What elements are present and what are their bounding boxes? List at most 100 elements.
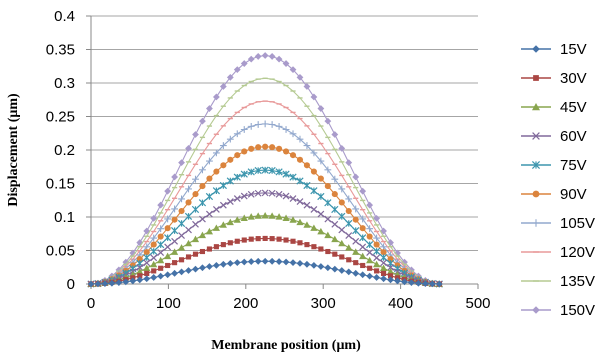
data-point xyxy=(212,205,220,213)
data-point xyxy=(380,259,387,267)
legend-label: 135V xyxy=(560,273,595,290)
data-point xyxy=(532,103,540,111)
data-point xyxy=(387,273,394,279)
data-point xyxy=(212,224,220,231)
data-point xyxy=(276,145,283,152)
data-point xyxy=(289,173,297,181)
data-point xyxy=(199,215,206,223)
data-point xyxy=(240,214,248,221)
data-point xyxy=(185,254,192,260)
data-point xyxy=(255,236,261,242)
data-point xyxy=(373,241,380,248)
data-point xyxy=(143,264,151,272)
data-point xyxy=(359,215,367,223)
series-group xyxy=(87,52,443,288)
data-point xyxy=(191,235,200,243)
data-point xyxy=(345,207,352,215)
data-point xyxy=(185,144,192,152)
data-point xyxy=(136,264,144,271)
data-point xyxy=(198,199,207,207)
data-point xyxy=(143,259,151,267)
series-135V xyxy=(88,77,442,285)
data-point xyxy=(248,236,254,242)
data-point xyxy=(532,219,540,227)
data-point xyxy=(226,218,234,226)
data-point xyxy=(227,156,234,163)
data-point xyxy=(261,166,269,174)
data-point xyxy=(532,45,540,53)
data-point xyxy=(531,160,541,170)
data-point xyxy=(219,201,227,209)
data-point xyxy=(157,256,165,264)
legend-item: 120V xyxy=(521,244,595,261)
data-point xyxy=(394,277,401,285)
data-point xyxy=(331,175,339,183)
data-point xyxy=(310,149,318,157)
data-point xyxy=(219,181,227,190)
data-point xyxy=(303,201,311,209)
data-point xyxy=(234,152,241,159)
data-point xyxy=(261,52,269,59)
data-point xyxy=(206,105,213,112)
data-point xyxy=(144,270,150,276)
data-point xyxy=(268,166,276,175)
data-point xyxy=(380,275,387,283)
data-point xyxy=(324,166,332,174)
data-point xyxy=(338,212,346,221)
data-point xyxy=(185,185,192,193)
data-point xyxy=(247,168,255,176)
y-tick-label: 0.1 xyxy=(54,209,75,226)
data-point xyxy=(150,274,158,281)
data-point xyxy=(192,175,199,183)
data-point xyxy=(226,135,234,143)
data-point xyxy=(352,237,360,245)
data-point xyxy=(345,244,353,251)
axes xyxy=(86,15,479,289)
data-point xyxy=(192,251,199,257)
data-point xyxy=(115,279,123,286)
data-point xyxy=(359,234,367,242)
y-tick-label: 0.05 xyxy=(46,243,75,260)
data-point xyxy=(282,258,290,266)
data-point xyxy=(338,185,346,193)
data-point xyxy=(269,236,275,242)
data-point xyxy=(373,274,381,281)
data-point xyxy=(205,210,213,218)
data-point xyxy=(185,226,192,234)
legend-label: 30V xyxy=(560,70,587,87)
data-point xyxy=(359,225,366,232)
data-point xyxy=(247,213,255,220)
y-tick-label: 0 xyxy=(67,276,75,293)
data-point xyxy=(255,144,262,151)
data-point xyxy=(171,173,178,181)
data-point xyxy=(338,267,346,274)
data-point xyxy=(290,238,296,244)
data-point xyxy=(310,205,318,213)
data-point xyxy=(212,149,220,157)
data-point xyxy=(386,268,395,275)
data-point xyxy=(366,233,373,240)
data-point xyxy=(374,268,380,274)
gridlines xyxy=(91,15,478,251)
data-point xyxy=(227,240,233,246)
data-point xyxy=(261,120,269,128)
y-tick-label: 0.25 xyxy=(46,109,75,126)
data-point xyxy=(240,192,248,200)
data-point xyxy=(233,66,241,74)
data-point xyxy=(415,279,422,287)
data-point xyxy=(373,260,381,268)
data-point xyxy=(178,232,185,240)
data-point xyxy=(254,166,262,175)
data-point xyxy=(366,272,374,280)
legend-item: 15V xyxy=(521,41,587,58)
data-point xyxy=(150,260,158,268)
data-point xyxy=(185,199,192,206)
data-point xyxy=(289,216,297,223)
x-tick-label: 500 xyxy=(465,295,490,312)
data-point xyxy=(143,253,151,262)
data-point xyxy=(143,249,150,256)
data-point xyxy=(367,265,373,271)
data-point xyxy=(254,212,262,219)
data-point xyxy=(213,168,220,175)
data-point xyxy=(276,236,282,242)
